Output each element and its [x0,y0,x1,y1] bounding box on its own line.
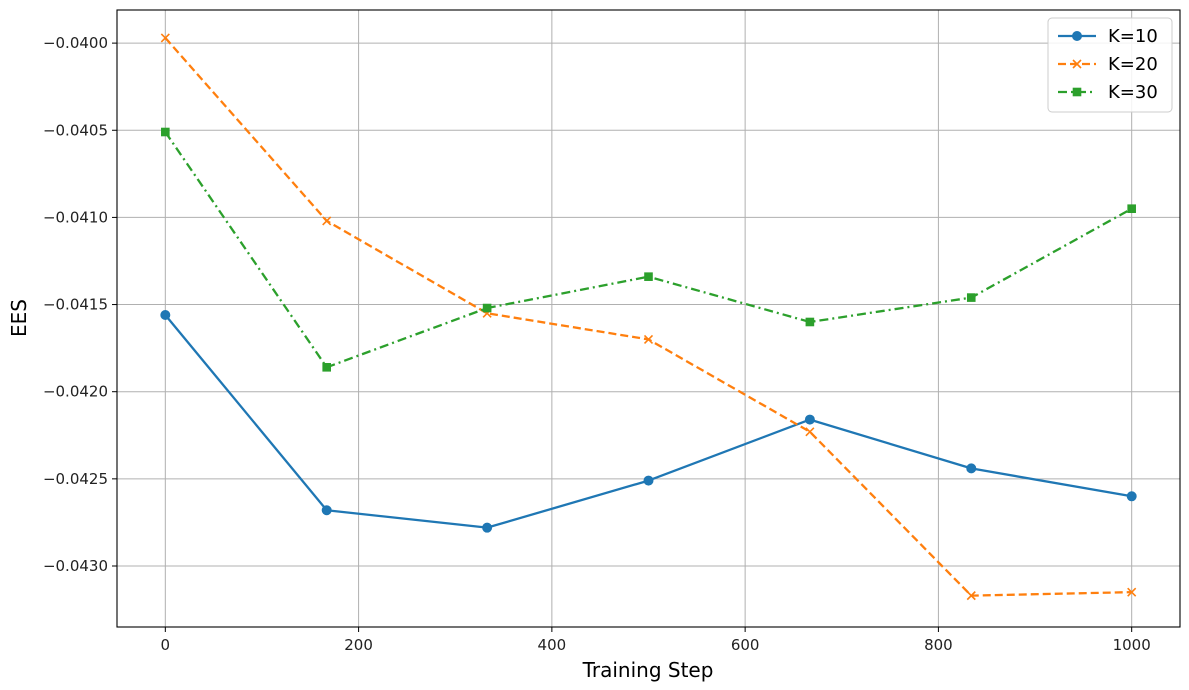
x-axis-ticks: 0 200 400 600 800 1000 [161,627,1151,654]
x-tick-label: 600 [731,636,760,654]
y-tick-label: −0.0415 [43,296,108,314]
data-point [804,414,815,425]
series-k-30 [161,127,1136,372]
data-point [643,475,654,486]
data-point [644,272,653,281]
y-tick-label: −0.0410 [43,208,108,226]
data-point [482,303,492,313]
legend-marker [1072,87,1082,97]
data-point [805,317,815,327]
x-axis-title: Training Step [582,658,714,682]
data-point [322,363,332,372]
plot-frame [116,9,1181,628]
x-tick-label: 200 [344,636,373,654]
data-point [160,33,170,43]
x-marker-stroke [805,427,815,437]
data-point [1127,204,1136,213]
y-tick-label: −0.0425 [43,470,108,488]
legend-item: K=10 [1058,26,1158,47]
x-marker-stroke [322,216,332,226]
x-tick-label: 800 [924,636,953,654]
series-line [164,37,1132,597]
data-point [482,522,493,533]
x-tick-label: 1000 [1113,636,1151,654]
legend-label: K=30 [1108,82,1158,103]
data-point [966,591,976,601]
data-point [805,427,815,437]
grid [117,10,1180,627]
y-tick-label: −0.0405 [43,121,108,139]
series-line [164,314,1132,529]
x-marker-stroke [160,33,170,43]
x-marker-stroke [966,591,976,601]
y-axis-ticks: −0.0430 −0.0425 −0.0420 −0.0415 −0.0410 −0.04… [43,34,117,575]
data-point [160,310,171,321]
legend: K=10 K=20 K=30 [1047,17,1173,113]
data-point [1127,587,1137,597]
data-point [321,505,332,516]
legend-label: K=10 [1108,26,1158,47]
data-point [966,293,976,302]
x-marker-stroke [1072,59,1082,69]
legend-marker [1072,59,1082,69]
data-point [1126,491,1137,502]
y-axis-title: EES [7,299,31,337]
series-line [164,131,1133,369]
legend-label: K=20 [1108,54,1158,75]
y-tick-label: −0.0400 [43,34,108,52]
legend-item: K=20 [1058,54,1158,75]
series-k-20 [160,33,1137,601]
data-point [966,463,977,474]
x-marker-stroke [1127,587,1137,597]
x-marker-stroke [643,334,654,344]
series-group [160,33,1137,601]
legend-marker [1072,31,1082,41]
x-tick-label: 0 [161,636,171,654]
y-tick-label: −0.0430 [43,557,108,575]
data-point [322,216,332,226]
legend-item: K=30 [1058,82,1158,103]
y-tick-label: −0.0420 [43,383,108,401]
data-point [643,334,654,344]
x-tick-label: 400 [538,636,567,654]
series-k-10 [160,310,1137,533]
data-point [161,127,170,137]
